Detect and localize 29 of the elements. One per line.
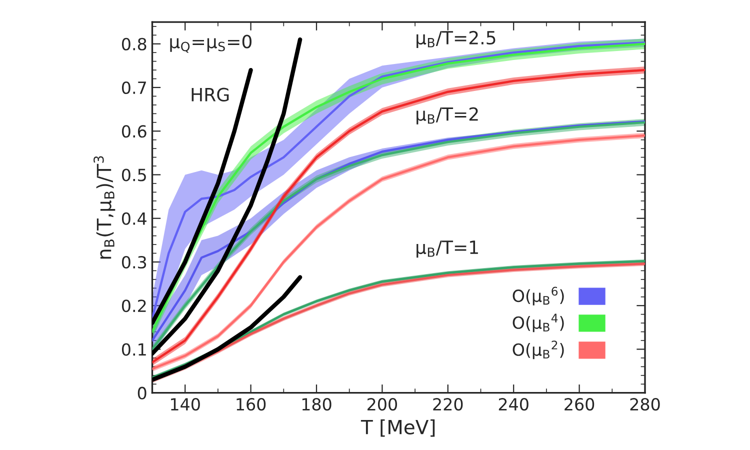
annotation: μ$_{Q}$=μ$_{S}$=0 [170, 34, 252, 53]
x-tick-label: 200 [368, 398, 397, 411]
y-tick-label: 0.1 [122, 343, 146, 356]
x-tick-label: 160 [236, 398, 266, 411]
y-tick-label: 0 [138, 386, 146, 400]
y-tick-label: 0.3 [122, 256, 146, 269]
y-axis-title: n$_{B}$(T,μ$_{B}$)/T$^{3}$ [94, 156, 116, 259]
x-tick-label: 240 [498, 398, 528, 411]
y-tick-label: 0.6 [122, 125, 146, 138]
y-tick-label: 0.7 [122, 81, 146, 94]
annotation: μ$_{B}$/T=1 [416, 240, 478, 258]
x-tick-label: 180 [302, 398, 332, 411]
annotation: μ$_{B}$/T=2 [416, 107, 478, 124]
legend-label: O(μ$_{B}$$^{2}$) [512, 340, 564, 360]
y-tick-label: 0.4 [122, 212, 146, 225]
line-series [152, 275, 302, 382]
y-tick-label: 0.8 [122, 38, 146, 50]
x-axis-title: T [MeV] [360, 419, 435, 437]
y-tick-label: 0.5 [122, 168, 146, 182]
legend-label: O(μ$_{B}$$^{6}$) [512, 286, 564, 306]
legend-label: O(μ$_{B}$$^{4}$) [512, 314, 564, 332]
x-tick-label: 140 [171, 398, 200, 411]
annotation: HRG [192, 88, 229, 102]
x-tick-label: 220 [433, 398, 463, 411]
x-tick-label: 260 [564, 398, 594, 411]
x-tick-label: 280 [630, 398, 660, 411]
annotation: μ$_{B}$/T=2.5 [416, 30, 496, 48]
y-tick-label: 0.2 [122, 300, 146, 312]
line-series [152, 68, 253, 326]
